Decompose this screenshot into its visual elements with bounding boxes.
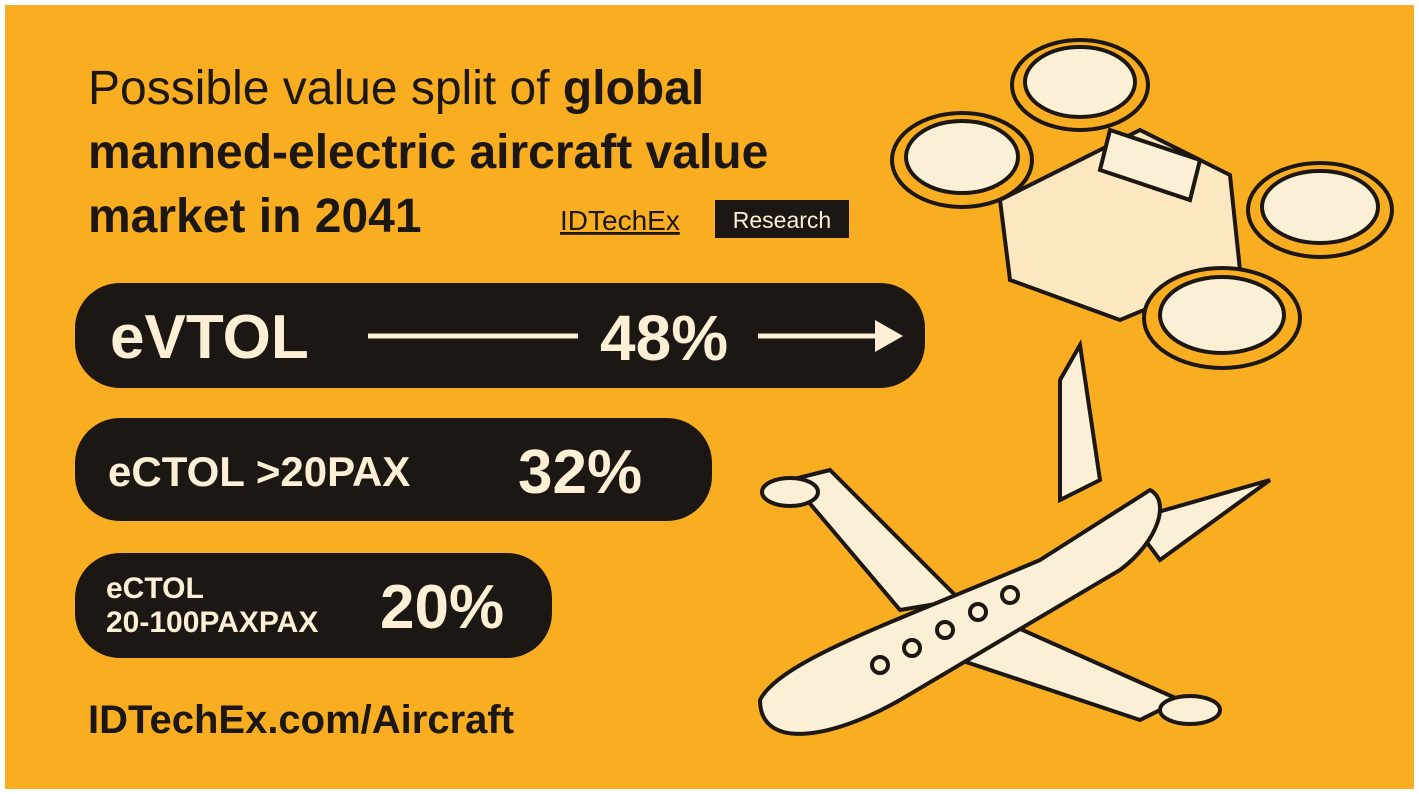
segment-label: eCTOL >20PAX bbox=[108, 448, 410, 495]
infographic: Possible value split of global manned-el… bbox=[0, 0, 1419, 794]
brand: IDTechEx bbox=[560, 205, 680, 236]
title-bold: market in 2041 bbox=[88, 190, 422, 243]
segment-share: 32% bbox=[518, 438, 642, 507]
footer-url: IDTechEx.com/Aircraft bbox=[88, 698, 514, 742]
background bbox=[5, 5, 1414, 789]
segment-share: 48% bbox=[600, 302, 728, 374]
title: Possible value split of global bbox=[88, 62, 704, 115]
segment-share: 20% bbox=[380, 573, 504, 642]
title-regular: Possible value split of bbox=[88, 62, 550, 115]
brand-tag: Research bbox=[733, 207, 831, 233]
title-bold: manned-electric aircraft value bbox=[88, 126, 768, 179]
title-bold: global bbox=[563, 62, 704, 115]
segment-label: eCTOL bbox=[106, 572, 204, 605]
segment-label: 20-100PAXPAX bbox=[106, 606, 318, 639]
page: Possible value split of global manned-el… bbox=[0, 0, 1419, 794]
segment-label: eVTOL bbox=[110, 303, 309, 372]
